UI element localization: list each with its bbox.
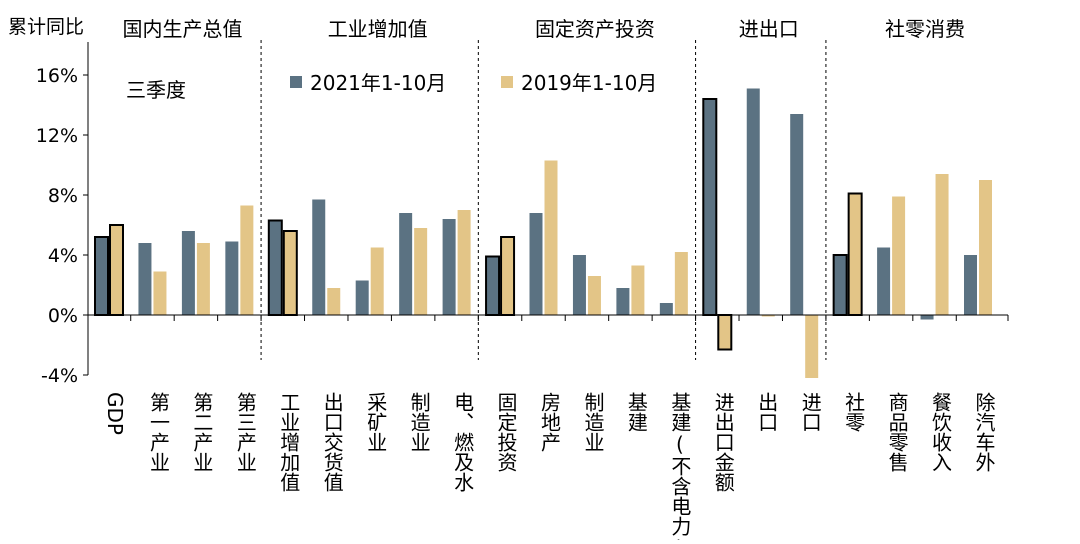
bar-series1 bbox=[355, 280, 369, 315]
group-title: 工业增加值 bbox=[328, 17, 428, 41]
bar-series2 bbox=[457, 210, 471, 315]
x-tick-label: 商品零售 bbox=[885, 392, 909, 472]
y-tick-label: 0% bbox=[48, 305, 78, 327]
bar-series2 bbox=[153, 271, 167, 315]
y-tick-label: 4% bbox=[48, 245, 78, 267]
bar-series1 bbox=[399, 213, 413, 315]
y-tick-label: 16% bbox=[36, 65, 78, 87]
y-tick-label: 8% bbox=[48, 185, 78, 207]
x-tick-label: 第二产业 bbox=[190, 392, 214, 472]
bar-series2 bbox=[717, 314, 733, 351]
legend-label: 2021年1-10月 bbox=[310, 71, 446, 95]
x-tick-label: 固定投资 bbox=[494, 392, 518, 472]
legend-swatch bbox=[501, 76, 513, 88]
bar-series2 bbox=[935, 174, 949, 315]
bar-series2 bbox=[979, 180, 992, 315]
x-tick-label: 出口交货值 bbox=[320, 392, 344, 492]
bar-series1 bbox=[920, 315, 934, 320]
x-tick-label: 基建 bbox=[624, 392, 648, 432]
y-tick-label: -4% bbox=[41, 365, 78, 387]
bar-series2 bbox=[240, 205, 254, 315]
bar-series2 bbox=[847, 192, 863, 316]
x-tick-label: GDP bbox=[103, 392, 127, 435]
bar-series1 bbox=[616, 288, 630, 315]
bar-series1 bbox=[138, 243, 152, 315]
group-title: 固定资产投资 bbox=[535, 17, 655, 41]
bar-series1 bbox=[181, 231, 195, 315]
x-tick-label: 工业增加值 bbox=[277, 392, 301, 492]
x-tick-label: 除汽车外 bbox=[972, 392, 996, 472]
bar-series1 bbox=[790, 114, 804, 315]
group-title: 进出口 bbox=[739, 17, 799, 41]
group-title: 国内生产总值 bbox=[123, 17, 243, 41]
bar-series2 bbox=[500, 236, 516, 316]
legend-label: 2019年1-10月 bbox=[521, 71, 657, 95]
x-tick-label: 社零 bbox=[842, 392, 866, 432]
bar-series1 bbox=[94, 236, 109, 316]
bar-series1 bbox=[267, 219, 283, 316]
x-tick-label: 基建(不含电力) bbox=[668, 392, 692, 540]
bar-series2 bbox=[674, 252, 688, 315]
legend-swatch bbox=[290, 76, 302, 88]
bar-series2 bbox=[631, 265, 645, 315]
bar-series1 bbox=[312, 199, 326, 315]
x-tick-label: 第一产业 bbox=[146, 392, 170, 472]
x-tick-label: 进口 bbox=[798, 392, 822, 432]
group-title: 社零消费 bbox=[885, 17, 965, 41]
y-tick-label: 12% bbox=[36, 125, 78, 147]
x-tick-label: 进出口金额 bbox=[711, 392, 735, 492]
x-tick-label: 制造业 bbox=[581, 392, 605, 452]
bar-series1 bbox=[485, 255, 501, 316]
bar-series1 bbox=[877, 247, 891, 315]
bar-series1 bbox=[442, 219, 456, 315]
x-tick-label: 出口 bbox=[755, 392, 779, 432]
bar-series2 bbox=[414, 228, 428, 315]
bar-series2 bbox=[892, 196, 906, 315]
bar-series2 bbox=[544, 160, 558, 315]
x-tick-label: 餐饮收入 bbox=[929, 392, 953, 472]
bar-series2 bbox=[587, 276, 601, 315]
annotation-text: 三季度 bbox=[126, 78, 186, 102]
bar-series2 bbox=[327, 288, 341, 315]
bar-series1 bbox=[572, 255, 586, 315]
x-tick-label: 电、燃及水 bbox=[451, 392, 475, 492]
bar-series1 bbox=[659, 303, 673, 315]
bar-series2 bbox=[282, 230, 298, 316]
bar-series1 bbox=[225, 241, 239, 315]
bar-series1 bbox=[964, 255, 977, 315]
bar-series2 bbox=[196, 243, 210, 315]
bar-series1 bbox=[832, 254, 848, 316]
x-tick-label: 制造业 bbox=[407, 392, 431, 452]
bar-series1 bbox=[746, 88, 760, 315]
bar-series2 bbox=[370, 247, 384, 315]
bar-series1 bbox=[529, 213, 543, 315]
bar-series2 bbox=[109, 224, 124, 316]
x-tick-label: 采矿业 bbox=[364, 392, 388, 452]
x-tick-label: 第三产业 bbox=[233, 392, 257, 472]
x-tick-label: 房地产 bbox=[538, 392, 562, 452]
bar-series2 bbox=[761, 315, 775, 317]
y-axis-label: 累计同比 bbox=[8, 16, 84, 38]
bar-series1 bbox=[702, 98, 718, 316]
bar-series2 bbox=[805, 315, 819, 378]
